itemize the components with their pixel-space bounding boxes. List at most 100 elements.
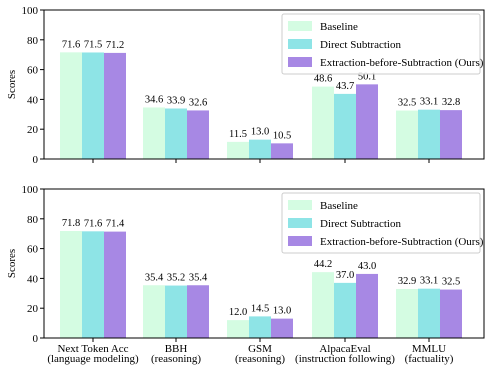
- x-tick-label-2-line-1: BBH: [165, 343, 188, 355]
- bar-p1-c5-s3: [440, 110, 462, 159]
- x-tick-label-2-line-2: (reasoning): [151, 353, 201, 365]
- legend-swatch-1: [288, 200, 312, 210]
- data-label-p2-c4-s3: 43.0: [358, 261, 376, 272]
- y-tick-label: 0: [33, 333, 39, 345]
- legend-2: Baseline Direct Subtraction Extraction-bef…: [281, 192, 484, 254]
- legend-1: Baseline Direct Subtraction Extraction-bef…: [281, 13, 484, 75]
- y-tick-label: 20: [27, 303, 39, 315]
- bar-p1-c3-s1: [227, 141, 249, 159]
- data-label-p1-c3-s1: 11.5: [229, 129, 247, 140]
- legend-entry-2: Direct Subtraction: [320, 218, 401, 230]
- data-label-p2-c3-s2: 14.5: [251, 303, 269, 314]
- x-tick-label-4-line-1: AlpacaEval: [319, 343, 370, 355]
- y-tick-label: 100: [22, 184, 39, 196]
- legend-swatch-3: [288, 57, 312, 67]
- data-label-p2-c4-s2: 37.0: [336, 270, 354, 281]
- data-label-p1-c3-s3: 10.5: [273, 130, 291, 141]
- data-label-p1-c1-s3: 71.2: [106, 40, 124, 51]
- y-tick-label: 20: [27, 124, 39, 136]
- bar-p2-c2-s1: [143, 285, 165, 338]
- data-label-p2-c5-s1: 32.9: [398, 276, 416, 287]
- bar-p1-c2-s3: [187, 110, 209, 159]
- y-tick-label: 100: [22, 5, 39, 17]
- axes-frame-1: [43, 9, 485, 160]
- legend-swatch-2: [288, 218, 312, 228]
- bar-p1-c4-s3: [356, 84, 378, 159]
- data-label-p2-c1-s3: 71.4: [106, 219, 125, 230]
- bar-p2-c3-s1: [227, 320, 249, 338]
- x-tick-label-3-line-1: GSM: [248, 343, 272, 355]
- legend-entry-3: Extraction-before-Subtraction (Ours): [320, 236, 484, 248]
- data-label-p2-c5-s3: 32.5: [442, 277, 460, 288]
- x-tick-label-5-line-2: (factuality): [405, 353, 454, 365]
- data-label-p1-c2-s2: 33.9: [167, 95, 185, 106]
- data-label-p2-c1-s1: 71.8: [62, 218, 80, 229]
- bar-p2-c1-s1: [60, 231, 82, 338]
- bar-p1-c1-s3: [104, 52, 126, 159]
- bar-p1-c3-s3: [271, 143, 293, 159]
- bar-p1-c3-s2: [249, 139, 271, 159]
- data-label-p1-c5-s3: 32.8: [442, 97, 460, 108]
- bar-p1-c5-s1: [396, 110, 418, 159]
- bar-p1-c1-s1: [60, 52, 82, 159]
- y-tick-label: 80: [27, 35, 39, 47]
- bar-p1-c1-s2: [82, 52, 104, 159]
- legend-box: [281, 192, 481, 254]
- y-tick-label: 80: [27, 214, 39, 226]
- axes-frame-2: [43, 188, 485, 339]
- data-label-p2-c2-s1: 35.4: [145, 272, 164, 283]
- bar-p2-c5-s1: [396, 288, 418, 338]
- y-tick-label: 40: [27, 273, 39, 285]
- legend-entry-2: Direct Subtraction: [320, 39, 401, 51]
- bar-p2-c5-s2: [418, 288, 440, 338]
- data-label-p1-c4-s2: 43.7: [336, 81, 354, 92]
- x-tick-label-1-line-2: (language modeling): [47, 353, 139, 365]
- data-label-p2-c1-s2: 71.6: [84, 218, 102, 229]
- x-tick-label-5-line-1: MMLU: [412, 343, 446, 355]
- x-tick-label-3-line-2: (reasoning): [235, 353, 285, 365]
- data-label-p2-c2-s3: 35.4: [189, 272, 208, 283]
- legend-entry-1: Baseline: [320, 21, 358, 33]
- legend-entry-1: Baseline: [320, 200, 358, 212]
- data-label-p1-c2-s3: 32.6: [189, 97, 207, 108]
- bar-p2-c4-s3: [356, 273, 378, 338]
- bar-p1-c4-s1: [312, 86, 334, 159]
- data-label-p2-c2-s2: 35.2: [167, 273, 185, 284]
- bar-p2-c2-s2: [165, 285, 187, 338]
- legend-entry-3: Extraction-before-Subtraction (Ours): [320, 57, 484, 69]
- data-label-p1-c1-s2: 71.5: [84, 39, 102, 50]
- data-label-p1-c2-s1: 34.6: [145, 94, 163, 105]
- legend-box: [281, 13, 481, 75]
- bar-p2-c4-s1: [312, 272, 334, 338]
- bar-p1-c2-s2: [165, 108, 187, 159]
- bar-p1-c4-s2: [334, 93, 356, 159]
- chart-panel-2: 71.8 71.6 71.435.4 35.2 35.412.0 14.5 13.044.2…: [6, 184, 485, 365]
- data-label-p1-c4-s1: 48.6: [314, 74, 332, 85]
- y-axis-title: Scores: [6, 249, 18, 278]
- x-tick-label-4-line-2: (instruction following): [295, 353, 395, 365]
- y-tick-label: 60: [27, 244, 39, 256]
- legend-swatch-2: [288, 39, 312, 49]
- data-label-p2-c5-s2: 33.1: [420, 276, 438, 287]
- legend-swatch-3: [288, 236, 312, 246]
- chart-panel-1: 71.6 71.5 71.2 34.6 33.9 32.6 11.5 13.0 10.5 48.6…: [6, 5, 485, 166]
- data-label-p2-c3-s1: 12.0: [229, 307, 247, 318]
- x-tick-label-1-line-1: Next Token Acc: [57, 343, 128, 355]
- data-label-p1-c5-s1: 32.5: [398, 98, 416, 109]
- bar-p1-c5-s2: [418, 109, 440, 159]
- data-label-p2-c3-s3: 13.0: [273, 306, 291, 317]
- data-label-p1-c4-s3: 50.1: [358, 71, 376, 82]
- y-tick-label: 60: [27, 65, 39, 77]
- data-label-p2-c4-s1: 44.2: [314, 259, 332, 270]
- data-label-p1-c1-s1: 71.6: [62, 39, 80, 50]
- bar-p1-c2-s1: [143, 107, 165, 159]
- y-tick-label: 40: [27, 94, 39, 106]
- data-label-p1-c3-s2: 13.0: [251, 127, 269, 138]
- bar-p2-c4-s2: [334, 282, 356, 338]
- legend-swatch-1: [288, 21, 312, 31]
- bar-p2-c1-s2: [82, 231, 104, 338]
- bar-p2-c2-s3: [187, 285, 209, 338]
- y-tick-label: 0: [33, 154, 39, 166]
